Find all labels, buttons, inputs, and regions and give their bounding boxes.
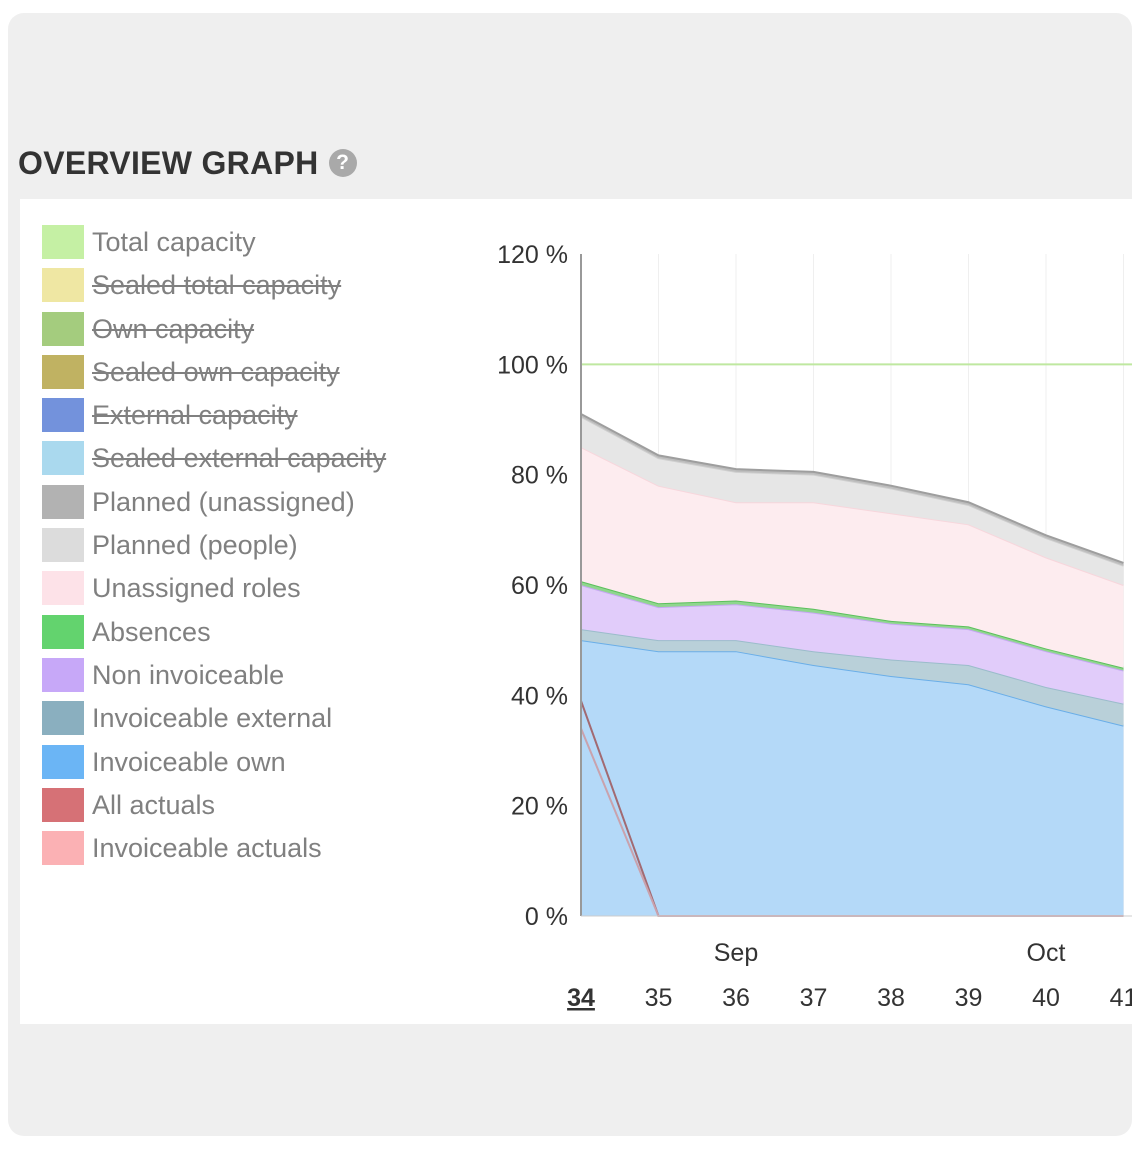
legend-item[interactable]: Own capacity bbox=[42, 311, 442, 355]
area-unassigned-roles bbox=[581, 447, 1124, 668]
legend-swatch bbox=[42, 787, 84, 822]
graph-panel: Total capacity Sealed total capacity Own c… bbox=[20, 199, 1132, 1024]
legend-label: Sealed own capacity bbox=[92, 356, 340, 387]
y-tick-label: 80 % bbox=[511, 462, 568, 490]
x-tick-label[interactable]: 35 bbox=[645, 984, 673, 1012]
x-tick-label[interactable]: 38 bbox=[877, 984, 905, 1012]
overview-card: OVERVIEW GRAPH ? Total capacity Sealed to… bbox=[8, 13, 1132, 1136]
legend-swatch bbox=[42, 484, 84, 519]
area-invoiceable-external bbox=[581, 629, 1124, 726]
legend-item[interactable]: Invoiceable external bbox=[42, 701, 442, 744]
y-tick-label: 60 % bbox=[511, 572, 568, 600]
legend-swatch bbox=[42, 571, 84, 606]
legend-item[interactable]: Sealed own capacity bbox=[42, 354, 442, 398]
legend-item[interactable]: Invoiceable own bbox=[42, 744, 442, 788]
legend-swatch bbox=[42, 614, 84, 649]
month-label: Oct bbox=[1027, 939, 1066, 967]
legend-label: Invoiceable external bbox=[92, 703, 333, 734]
legend-item[interactable]: Unassigned roles bbox=[42, 571, 442, 614]
legend-swatch bbox=[42, 744, 84, 779]
legend-item[interactable]: Non invoiceable bbox=[42, 657, 442, 701]
area-planned-people bbox=[581, 416, 1124, 585]
legend-swatch bbox=[42, 268, 84, 303]
legend-label: Own capacity bbox=[92, 313, 255, 344]
legend-item[interactable]: Sealed total capacity bbox=[42, 268, 442, 311]
page-title: OVERVIEW GRAPH bbox=[18, 144, 319, 181]
legend-label: All actuals bbox=[92, 789, 216, 820]
area-edge bbox=[580, 413, 1124, 564]
legend-label: Invoiceable actuals bbox=[92, 833, 322, 864]
legend-item[interactable]: External capacity bbox=[42, 398, 442, 441]
legend-label: Sealed total capacity bbox=[92, 270, 342, 301]
legend-label: Invoiceable own bbox=[92, 746, 286, 777]
x-tick-label[interactable]: 40 bbox=[1032, 984, 1060, 1012]
legend-item[interactable]: Invoiceable actuals bbox=[42, 831, 442, 874]
legend-item[interactable]: Absences bbox=[42, 614, 442, 658]
y-tick-label: 40 % bbox=[511, 682, 568, 710]
overview-chart: 0 % 20 % 40 % 60 % 80 % 100 % 120 % Sep Oct 34 35 3… bbox=[497, 241, 1132, 1012]
x-tick-label[interactable]: 34 bbox=[567, 984, 595, 1012]
chart-legend: Total capacity Sealed total capacity Own c… bbox=[42, 225, 442, 874]
legend-label: Total capacity bbox=[92, 227, 256, 257]
legend-swatch bbox=[42, 225, 84, 259]
area-invoiceable-own bbox=[581, 640, 1124, 916]
legend-swatch bbox=[42, 701, 84, 736]
x-tick-label[interactable]: 41 bbox=[1110, 984, 1132, 1012]
legend-swatch bbox=[42, 398, 84, 433]
x-tick-label[interactable]: 39 bbox=[955, 984, 983, 1012]
legend-label: Planned (unassigned) bbox=[92, 486, 355, 517]
legend-item[interactable]: Planned (unassigned) bbox=[42, 484, 442, 528]
area-absences bbox=[581, 581, 1124, 671]
legend-swatch bbox=[42, 831, 84, 866]
legend-item[interactable]: Sealed external capacity bbox=[42, 441, 442, 484]
x-tick-label[interactable]: 37 bbox=[800, 984, 828, 1012]
legend-label: External capacity bbox=[92, 400, 298, 431]
legend-label: Sealed external capacity bbox=[92, 443, 387, 474]
legend-label: Absences bbox=[92, 616, 211, 647]
help-icon[interactable]: ? bbox=[328, 149, 357, 177]
y-tick-label: 100 % bbox=[497, 351, 568, 379]
title-row: OVERVIEW GRAPH ? bbox=[18, 143, 357, 183]
y-tick-label: 0 % bbox=[525, 903, 568, 931]
legend-label: Unassigned roles bbox=[92, 573, 301, 604]
legend-item[interactable]: All actuals bbox=[42, 787, 442, 831]
y-tick-label: 20 % bbox=[511, 793, 568, 821]
legend-swatch bbox=[42, 311, 84, 346]
area-non-invoiceable bbox=[581, 585, 1124, 704]
month-label: Sep bbox=[714, 939, 758, 967]
legend-item[interactable]: Planned (people) bbox=[42, 528, 442, 571]
legend-swatch bbox=[42, 657, 84, 692]
legend-item[interactable]: Total capacity bbox=[42, 225, 442, 268]
legend-swatch bbox=[42, 441, 84, 476]
legend-swatch bbox=[42, 354, 84, 389]
y-tick-label: 120 % bbox=[497, 241, 568, 269]
x-tick-label[interactable]: 36 bbox=[722, 984, 750, 1012]
legend-label: Planned (people) bbox=[92, 530, 298, 561]
legend-swatch bbox=[42, 528, 84, 563]
legend-label: Non invoiceable bbox=[92, 659, 285, 690]
